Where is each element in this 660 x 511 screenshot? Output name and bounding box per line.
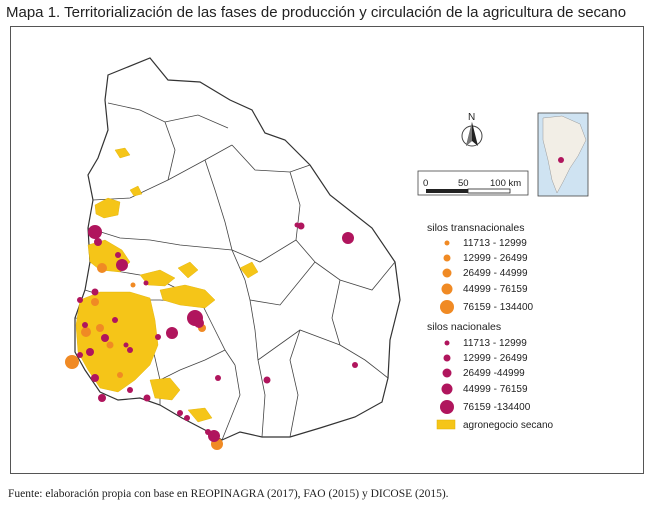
silo-nacional <box>112 317 118 323</box>
agro-area <box>177 261 199 279</box>
scale-label-0: 0 <box>423 178 428 189</box>
agro-area <box>159 284 216 309</box>
agro-area <box>129 185 143 197</box>
silo-nacional <box>352 362 358 368</box>
legend-item-transnacional-4: 44999 - 76159 <box>463 284 528 295</box>
legend-item-nacional-5: 76159 -134400 <box>463 402 531 413</box>
silo-nacional <box>155 334 161 340</box>
inset-map <box>537 112 589 197</box>
silo-nacional <box>94 238 102 246</box>
silo-transnacional <box>106 341 114 349</box>
silo-nacional <box>194 318 204 328</box>
legend: silos transnacionales 11713 - 12999 1299… <box>427 222 554 431</box>
silo-transnacional <box>81 327 91 337</box>
legend-swatch-nacional-5 <box>440 400 454 414</box>
scale-label-50: 50 <box>458 178 469 189</box>
silo-nacional <box>205 429 211 435</box>
silo-nacional <box>215 375 221 381</box>
legend-item-transnacional-3: 26499 - 44999 <box>463 268 528 279</box>
silo-nacional <box>208 430 220 442</box>
silo-nacional <box>101 334 109 342</box>
silo-nacional <box>82 322 88 328</box>
legend-swatch-nacional-2 <box>443 354 451 362</box>
legend-swatch-nacional-1 <box>444 340 450 346</box>
silo-nacional <box>127 347 133 353</box>
legend-swatch-transnacional-5 <box>440 300 454 314</box>
legend-swatch-nacional-4 <box>441 383 453 395</box>
silo-nacional <box>86 348 94 356</box>
agro-area <box>239 261 259 279</box>
silo-nacional <box>123 342 129 348</box>
silo-transnacional <box>65 355 79 369</box>
scale-bar: 0 50 100 km <box>417 170 529 196</box>
silo-nacional <box>115 252 121 258</box>
silos-nacionales <box>77 222 358 442</box>
agro-area <box>187 407 213 423</box>
legend-item-nacional-4: 44999 - 76159 <box>463 384 528 395</box>
silo-transnacional <box>117 372 123 378</box>
legend-item-transnacional-1: 11713 - 12999 <box>463 238 527 249</box>
legend-item-nacional-1: 11713 - 12999 <box>463 338 527 349</box>
inset-south-america <box>542 115 587 194</box>
silo-nacional <box>166 327 178 339</box>
legend-item-transnacional-5: 76159 - 134400 <box>463 302 534 313</box>
inset-uruguay-marker <box>558 157 564 163</box>
legend-swatch-transnacional-4 <box>441 283 453 295</box>
legend-swatch-transnacional-3 <box>442 268 452 278</box>
legend-item-agronegocio: agronegocio secano <box>463 420 554 431</box>
silo-nacional <box>91 288 99 296</box>
silo-transnacional <box>130 282 136 288</box>
silo-transnacional <box>96 324 104 332</box>
agro-area <box>114 147 131 159</box>
agronegocio-secano-areas <box>75 147 259 423</box>
legend-swatch-transnacional-1 <box>444 240 450 246</box>
agro-area <box>94 197 121 219</box>
silo-nacional <box>88 225 102 239</box>
map-title: Mapa 1. Territorialización de las fases … <box>6 4 627 21</box>
silo-nacional <box>77 352 83 358</box>
legend-item-nacional-3: 26499 -44999 <box>463 368 525 379</box>
legend-item-transnacional-2: 12999 - 26499 <box>463 253 528 264</box>
silo-nacional <box>127 387 133 393</box>
legend-item-nacional-2: 12999 - 26499 <box>463 353 528 364</box>
legend-title-nacional: silos nacionales <box>427 321 501 333</box>
silo-nacional <box>184 415 190 421</box>
silo-nacional <box>98 394 106 402</box>
silo-nacional <box>116 259 128 271</box>
silo-nacional <box>342 232 354 244</box>
silo-nacional <box>263 376 271 384</box>
silo-transnacional <box>91 298 99 306</box>
silos-transnacionales <box>65 263 223 450</box>
legend-title-transnacional: silos transnacionales <box>427 222 524 234</box>
silo-nacional <box>294 222 300 228</box>
silo-transnacional <box>97 263 107 273</box>
silo-nacional <box>177 410 183 416</box>
silo-nacional <box>77 297 83 303</box>
agro-area <box>149 377 181 401</box>
legend-swatch-transnacional-2 <box>443 254 451 262</box>
silo-nacional <box>143 394 151 402</box>
silo-nacional <box>143 280 149 286</box>
legend-swatch-agronegocio <box>436 419 456 430</box>
silo-nacional <box>91 374 99 382</box>
source-note: Fuente: elaboración propia con base en R… <box>8 488 449 500</box>
north-arrow-label: N <box>468 112 475 123</box>
north-arrow-icon: N <box>461 112 483 147</box>
legend-swatch-nacional-3 <box>442 368 452 378</box>
scale-label-100: 100 km <box>490 178 521 189</box>
